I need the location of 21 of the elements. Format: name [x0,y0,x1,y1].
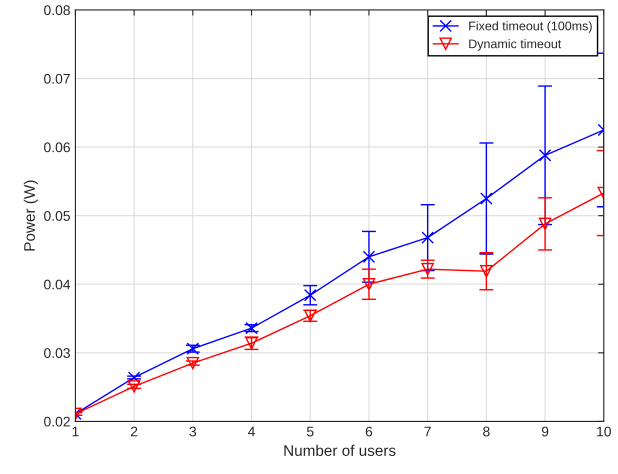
x-tick-label: 9 [542,426,548,436]
y-tick-label: 0.03 [44,348,70,358]
x-tick-label: 2 [130,426,138,436]
legend-label: Fixed timeout (100ms) [469,21,592,33]
x-tick-label: 7 [424,426,431,436]
x-tick-label: 10 [597,426,611,436]
x-axis-title: Number of users [284,444,396,456]
y-tick-label: 0.06 [44,142,70,152]
x-tick-label: 6 [366,426,372,436]
x-tick-label: 1 [72,426,79,436]
y-tick-label: 0.04 [44,280,70,290]
y-axis-title: Power (W) [24,180,38,250]
x-tick-label: 5 [306,426,314,436]
y-tick-label: 0.02 [44,416,70,427]
x-tick-label: 3 [189,426,196,436]
y-tick-label: 0.08 [44,5,70,16]
x-tick-label: 8 [483,426,490,436]
y-tick-label: 0.07 [44,74,70,84]
legend-label: Dynamic timeout [469,39,562,51]
x-tick-label: 4 [248,426,255,436]
y-tick-label: 0.05 [44,211,70,221]
